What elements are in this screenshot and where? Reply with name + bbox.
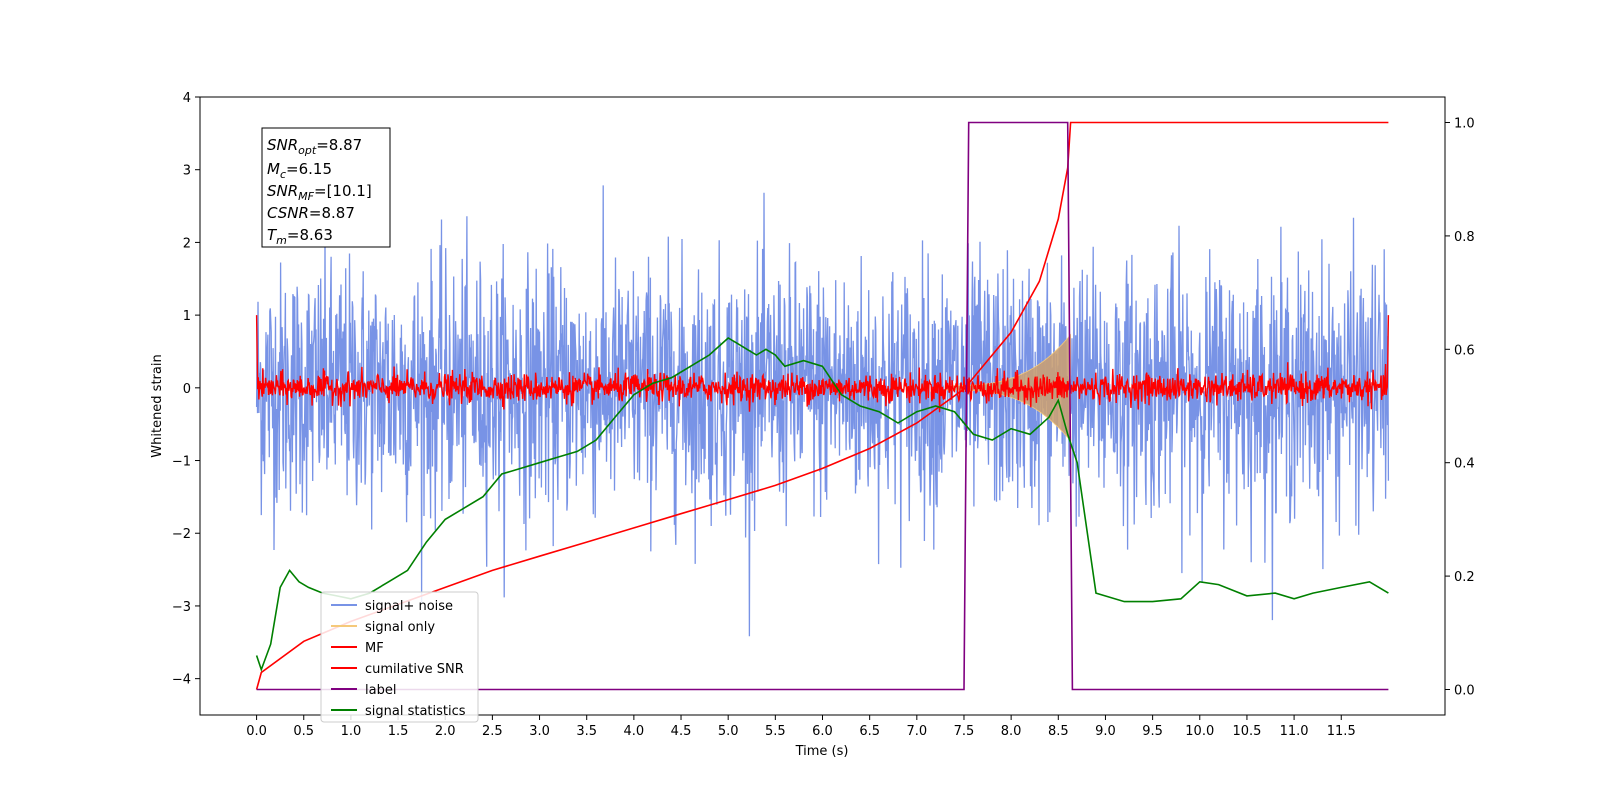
x-tick-label: 4.0: [624, 724, 645, 739]
x-tick-label: 3.5: [576, 724, 597, 739]
y-tick-label: 2: [183, 236, 191, 251]
legend: signal+ noise signal only MF cumilative SNR…: [320, 591, 479, 723]
x-tick-label: 0.5: [293, 724, 314, 739]
x-tick-label: 11.5: [1327, 724, 1356, 739]
series-signal-statistics: [255, 337, 1389, 673]
x-tick-label: 1.5: [388, 724, 409, 739]
x-tick-label: 6.0: [812, 724, 833, 739]
y2-tick-label: 0.8: [1454, 230, 1475, 245]
y2-tick-label: 0.0: [1454, 683, 1475, 698]
legend-label: label: [365, 683, 396, 698]
x-tick-label: 9.0: [1095, 724, 1116, 739]
y-tick-label: 0: [183, 382, 191, 397]
legend-label: signal only: [365, 620, 435, 635]
y2-tick-label: 1.0: [1454, 117, 1475, 132]
y2-tick-label: 0.6: [1454, 343, 1475, 358]
legend-label: cumilative SNR: [365, 662, 464, 677]
y-tick-label: 1: [183, 309, 191, 324]
x-axis-label: Time (s): [795, 744, 849, 759]
y-tick-label: −3: [172, 600, 191, 615]
stats-csnr: CSNR=8.87: [267, 204, 355, 222]
x-tick-label: 5.5: [765, 724, 786, 739]
series-signal-noise: [255, 185, 1390, 637]
x-tick-label: 6.5: [859, 724, 880, 739]
y-axis-left: 4 3 2 1 0 −1 −2 −3 −4: [172, 91, 200, 688]
x-tick-label: 10.0: [1185, 724, 1214, 739]
x-tick-label: 3.0: [529, 724, 550, 739]
x-tick-label: 10.5: [1232, 724, 1261, 739]
x-axis: 0.0 0.5 1.0 1.5 2.0 2.5 3.0 3.5 4.0 4.5 5.0 5.5 6.0 6…: [246, 715, 1356, 739]
stats-mc: Mc=6.15: [267, 160, 332, 181]
stats-tm: Tm=8.63: [267, 226, 333, 247]
series-label: [256, 121, 1389, 691]
y2-tick-label: 0.4: [1454, 457, 1475, 472]
series-mf: [255, 315, 1390, 413]
stats-snr-opt: SNRopt=8.87: [267, 136, 362, 157]
y-tick-label: −1: [172, 455, 191, 470]
x-tick-label: 1.0: [341, 724, 362, 739]
y-tick-label: 4: [183, 91, 191, 106]
y2-tick-label: 0.2: [1454, 570, 1475, 585]
x-tick-label: 8.0: [1001, 724, 1022, 739]
legend-label: signal statistics: [365, 704, 466, 719]
legend-label: MF: [365, 641, 384, 656]
y-axis-right: 1.0 0.8 0.6 0.4 0.2 0.0: [1445, 117, 1475, 698]
x-tick-label: 8.5: [1048, 724, 1069, 739]
plot-area: [255, 121, 1390, 691]
x-tick-label: 7.5: [954, 724, 975, 739]
x-tick-label: 2.0: [435, 724, 456, 739]
x-tick-label: 0.0: [246, 724, 267, 739]
x-tick-label: 7.0: [906, 724, 927, 739]
y-axis-label: Whitened strain: [150, 354, 165, 457]
y-tick-label: −4: [172, 673, 191, 688]
y-tick-label: 3: [183, 164, 191, 179]
legend-label: signal+ noise: [365, 599, 453, 614]
x-tick-label: 2.5: [482, 724, 503, 739]
x-tick-label: 9.5: [1142, 724, 1163, 739]
stats-box: SNRopt=8.87 Mc=6.15 SNRMF=[10.1] CSNR=8.…: [261, 127, 391, 248]
x-tick-label: 4.5: [671, 724, 692, 739]
stats-snr-mf: SNRMF=[10.1]: [267, 182, 372, 203]
y-tick-label: −2: [172, 527, 191, 542]
x-tick-label: 11.0: [1280, 724, 1309, 739]
x-tick-label: 5.0: [718, 724, 739, 739]
